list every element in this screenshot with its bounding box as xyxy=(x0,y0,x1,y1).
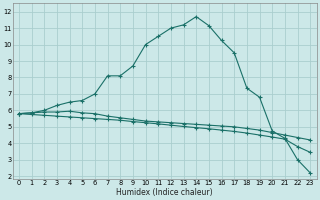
X-axis label: Humidex (Indice chaleur): Humidex (Indice chaleur) xyxy=(116,188,213,197)
